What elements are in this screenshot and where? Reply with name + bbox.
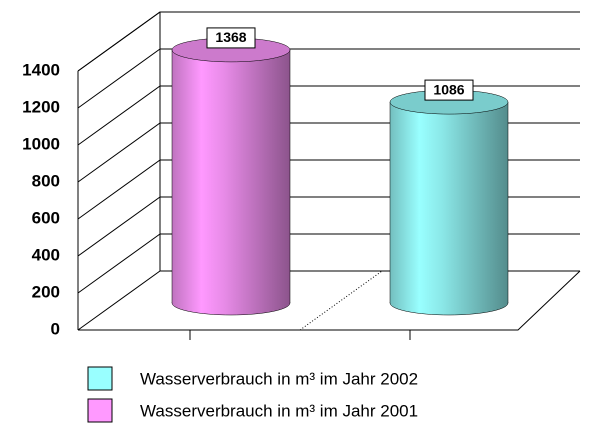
data-label: 1086 <box>433 81 464 97</box>
data-label-box <box>206 27 256 49</box>
y-tick-label: 1400 <box>22 60 60 79</box>
y-tick-label: 0 <box>51 319 60 338</box>
y-tick-label: 400 <box>32 245 60 264</box>
y-tick-label: 200 <box>32 282 60 301</box>
data-label: 1368 <box>215 29 246 45</box>
legend-label: Wasserverbrauch in m³ im Jahr 2002 <box>140 369 418 388</box>
bar <box>172 49 290 303</box>
floor-edge <box>78 270 581 331</box>
data-label-box <box>424 79 474 101</box>
y-tick-label: 800 <box>32 171 60 190</box>
y-tick-label: 1200 <box>22 97 60 116</box>
y-tick-label: 1000 <box>22 134 60 153</box>
legend-swatch <box>87 366 113 391</box>
y-tick-label: 600 <box>32 208 60 227</box>
legend-label: Wasserverbrauch in m³ im Jahr 2001 <box>140 401 418 420</box>
legend-swatch <box>87 398 113 423</box>
grid-line <box>77 48 580 109</box>
bar <box>390 102 508 303</box>
grid-line <box>77 11 580 72</box>
floor-divider <box>299 270 383 331</box>
